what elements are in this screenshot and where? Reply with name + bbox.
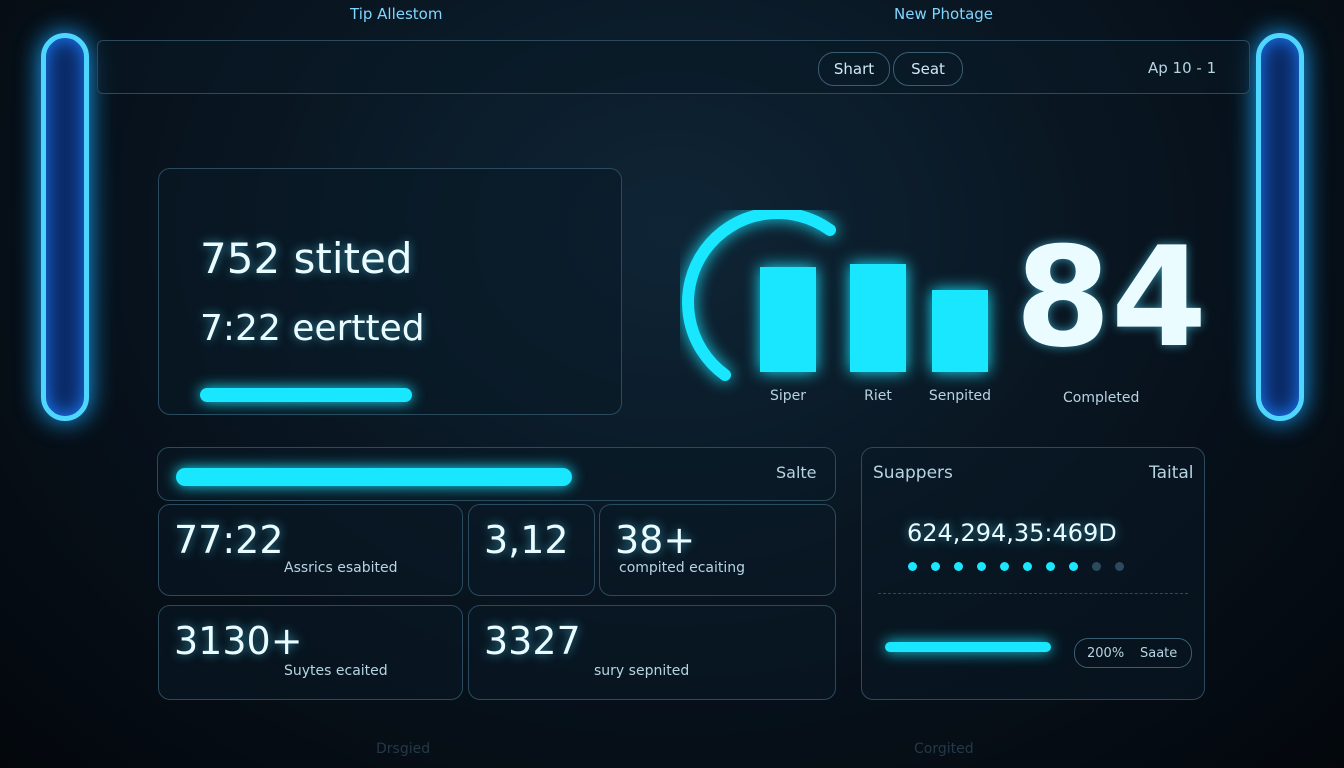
support-code: 624,294,35:469D xyxy=(907,519,1117,547)
stat-tile xyxy=(468,605,836,700)
stat-value: 38+ xyxy=(615,518,696,562)
support-title: Suappers xyxy=(873,463,953,483)
stat-value: 3130+ xyxy=(174,619,303,663)
header-bar xyxy=(97,40,1250,94)
bar-label: Senpited xyxy=(929,388,991,404)
progress-bar xyxy=(176,468,572,486)
stat-label: Assrics esabited xyxy=(284,560,398,576)
dot xyxy=(1092,562,1101,571)
summary-line: 7:22 eertted xyxy=(200,308,425,349)
stat-tile xyxy=(158,504,463,596)
percent-pill xyxy=(1074,638,1192,668)
dot xyxy=(1046,562,1055,571)
score-label: Completed xyxy=(1063,390,1140,406)
stat-value: 3327 xyxy=(484,619,581,663)
progress-bar xyxy=(200,388,412,402)
stat-label: Suytes ecaited xyxy=(284,663,388,679)
top-right-title: New Photage xyxy=(894,5,994,23)
summary-line: 752 stited xyxy=(200,234,413,283)
stat-tile xyxy=(599,504,836,596)
bar xyxy=(850,264,906,372)
bar xyxy=(932,290,988,372)
dot xyxy=(977,562,986,571)
progress-bar xyxy=(885,642,1051,652)
date-selector[interactable]: Ap 10 - 1 xyxy=(1148,59,1217,77)
bar-label: Riet xyxy=(864,388,892,404)
dot xyxy=(931,562,940,571)
bar xyxy=(760,267,816,372)
summary-card xyxy=(158,168,622,415)
dot xyxy=(1069,562,1078,571)
stat-value: 3,12 xyxy=(484,518,569,562)
dot xyxy=(954,562,963,571)
footer-right: Corgited xyxy=(914,741,974,757)
dot-row xyxy=(908,562,1128,572)
header-button[interactable]: Shart xyxy=(818,52,890,86)
support-percent: 200% xyxy=(1087,646,1125,661)
support-action[interactable]: Saate xyxy=(1140,646,1178,661)
top-left-title: Tip Allestom xyxy=(350,5,443,23)
dot xyxy=(1023,562,1032,571)
stat-value: 77:22 xyxy=(174,518,284,562)
dot xyxy=(1115,562,1124,571)
stat-label: compited ecaiting xyxy=(619,560,746,576)
score-value: 84 xyxy=(1015,217,1208,378)
support-panel xyxy=(861,447,1205,700)
right-light xyxy=(1256,33,1304,421)
bar-chart: Siper Riet Senpited xyxy=(682,210,991,404)
stat-tile xyxy=(158,605,463,700)
dot xyxy=(908,562,917,571)
stat-tile xyxy=(468,504,595,596)
bar-label: Siper xyxy=(770,388,806,404)
gauge-arc xyxy=(682,210,836,381)
header-button[interactable]: Seat xyxy=(893,52,963,86)
support-total: Taital xyxy=(1149,463,1194,483)
stat-label: sury sepnited xyxy=(594,663,690,679)
dot xyxy=(1000,562,1009,571)
stats-title: Salte xyxy=(776,463,817,482)
footer-left: Drsgied xyxy=(376,741,431,757)
divider xyxy=(878,593,1188,594)
left-light xyxy=(41,33,89,421)
